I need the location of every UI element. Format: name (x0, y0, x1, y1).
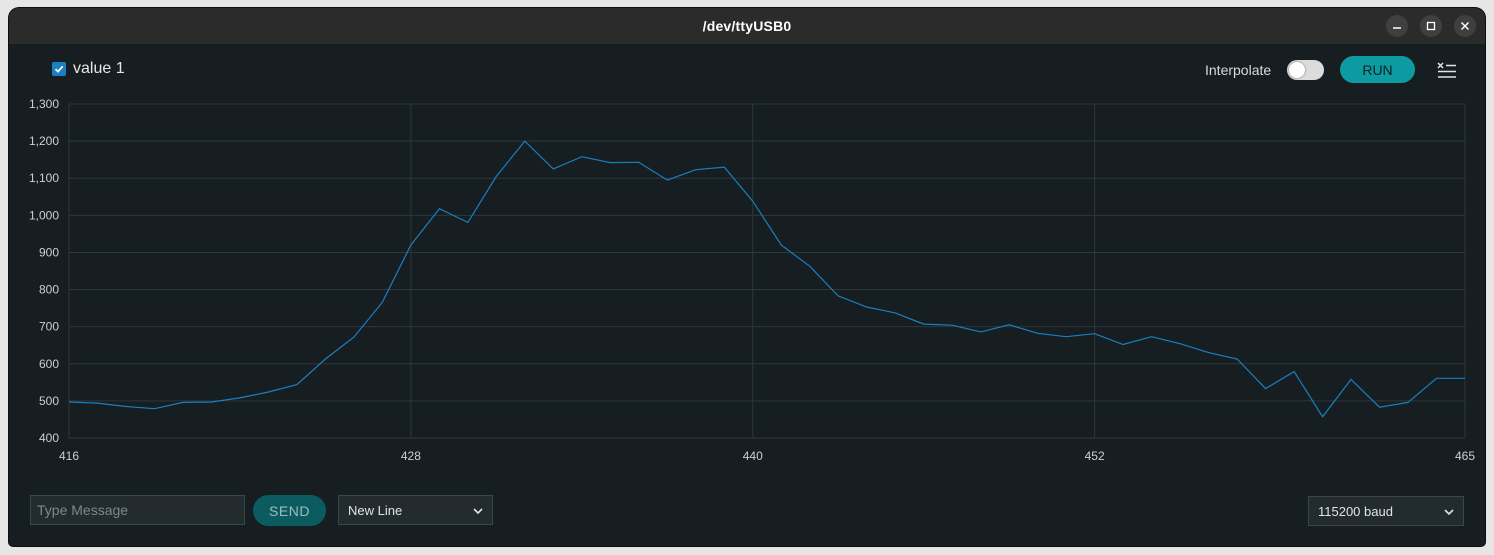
x-tick-label: 465 (1455, 449, 1475, 463)
y-tick-label: 800 (39, 283, 59, 297)
line-ending-value: New Line (348, 502, 403, 518)
baud-rate-select[interactable]: 115200 baud (1308, 496, 1464, 526)
minimize-icon (1393, 27, 1401, 29)
chevron-down-icon (473, 508, 483, 515)
serial-plot-chart: 400 500 600 700 800 900 1,000 1,100 1,200 1,300 4… (29, 97, 1475, 463)
chevron-down-icon (1444, 509, 1454, 516)
serial-plotter-window: /dev/ttyUSB0 value 1 Interpolate RUN (9, 8, 1485, 546)
x-tick-label: 440 (743, 449, 763, 463)
maximize-icon (1426, 21, 1436, 31)
y-tick-label: 400 (39, 431, 59, 445)
minimize-button[interactable] (1386, 15, 1408, 37)
x-tick-label: 416 (59, 449, 79, 463)
series-line-value-1 (68, 140, 1465, 418)
close-button[interactable] (1454, 15, 1476, 37)
send-button[interactable]: SEND (253, 495, 326, 526)
maximize-button[interactable] (1420, 15, 1442, 37)
y-tick-label: 700 (39, 320, 59, 334)
interpolate-toggle[interactable] (1287, 60, 1324, 80)
y-tick-label: 1,100 (29, 171, 59, 185)
line-ending-select[interactable]: New Line (338, 495, 493, 525)
title-bar: /dev/ttyUSB0 (9, 8, 1485, 44)
x-tick-label: 452 (1085, 449, 1105, 463)
toggle-knob (1289, 62, 1305, 78)
y-tick-label: 900 (39, 245, 59, 259)
clear-button[interactable] (1437, 60, 1457, 80)
message-input[interactable] (30, 495, 245, 525)
series-legend: value 1 (52, 60, 125, 78)
checkmark-icon (54, 65, 64, 73)
close-icon (1461, 22, 1469, 30)
clear-list-icon (1437, 62, 1456, 78)
run-button[interactable]: RUN (1340, 56, 1415, 83)
y-tick-label: 1,000 (29, 208, 59, 222)
baud-rate-value: 115200 baud (1318, 503, 1393, 519)
x-tick-label: 428 (401, 449, 421, 463)
window-title: /dev/ttyUSB0 (702, 18, 792, 34)
interpolate-label: Interpolate (1205, 62, 1272, 78)
series-checkbox[interactable] (52, 62, 66, 76)
y-tick-label: 1,300 (29, 97, 59, 111)
y-tick-label: 500 (39, 394, 59, 408)
series-label: value 1 (73, 60, 125, 77)
y-tick-label: 1,200 (29, 134, 59, 148)
y-tick-label: 600 (39, 357, 59, 371)
